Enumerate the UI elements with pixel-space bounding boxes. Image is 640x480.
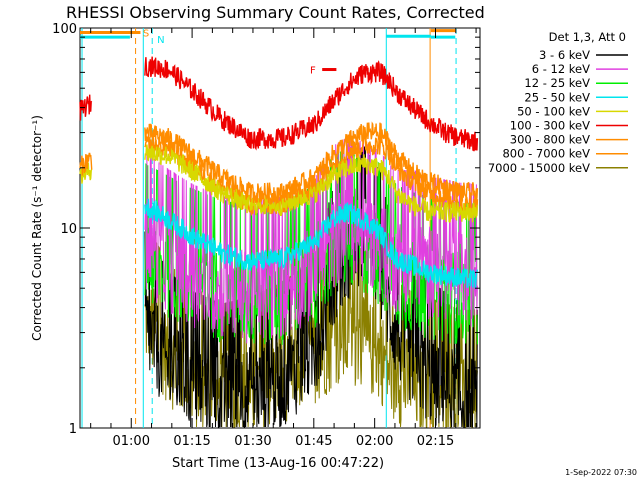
series-3-6-kev xyxy=(144,145,478,428)
y-axis-label: Corrected Count Rate (s⁻¹ detector⁻¹) xyxy=(30,115,44,341)
y-tick-label: 1 xyxy=(69,422,77,437)
flag-label: F xyxy=(310,66,316,77)
series-300-800-kev xyxy=(79,121,479,205)
legend-label: 25 - 50 keV xyxy=(524,90,590,104)
series-trace xyxy=(144,121,479,205)
x-tick-label: 01:30 xyxy=(234,434,271,449)
x-tick-label: 01:00 xyxy=(113,434,150,449)
timestamp: 1-Sep-2022 07:30 xyxy=(565,468,637,477)
legend-label: 100 - 300 keV xyxy=(510,119,590,133)
flag-label: S xyxy=(143,28,149,39)
series-group xyxy=(79,56,479,428)
chart-title: RHESSI Observing Summary Count Rates, Co… xyxy=(66,3,485,22)
y-tick-label: 10 xyxy=(60,222,77,237)
flag-bars: SN F xyxy=(80,28,456,77)
x-axis-label: Start Time (13-Aug-16 00:47:22) xyxy=(172,456,384,471)
series-trace xyxy=(144,56,479,152)
series-trace xyxy=(79,152,93,176)
x-tick-label: 01:15 xyxy=(173,434,210,449)
legend-label: 800 - 7000 keV xyxy=(502,147,590,161)
legend-header: Det 1,3, Att 0 xyxy=(549,30,626,44)
series-100-300-kev xyxy=(79,56,479,152)
legend-label: 300 - 800 keV xyxy=(510,133,590,147)
x-tick-label: 01:45 xyxy=(295,434,332,449)
series-25-50-kev xyxy=(144,198,479,289)
series-trace xyxy=(79,94,93,121)
legend-label: 6 - 12 keV xyxy=(532,62,590,76)
x-tick-label: 02:00 xyxy=(356,434,393,449)
legend-label: 12 - 25 keV xyxy=(524,76,590,90)
x-tick-label: 02:15 xyxy=(417,434,454,449)
legend-label: 3 - 6 keV xyxy=(539,48,590,62)
series-trace xyxy=(144,198,479,289)
series-trace xyxy=(144,145,478,428)
series-trace xyxy=(144,144,479,223)
axes: 1 10 100 01:00 01:15 01:30 01:45 02:00 02:15 xyxy=(52,22,480,449)
y-tick-label: 100 xyxy=(52,22,77,37)
legend-label: 7000 - 15000 keV xyxy=(488,161,590,175)
flag-label: N xyxy=(157,35,164,46)
legend-label: 50 - 100 keV xyxy=(517,104,590,118)
